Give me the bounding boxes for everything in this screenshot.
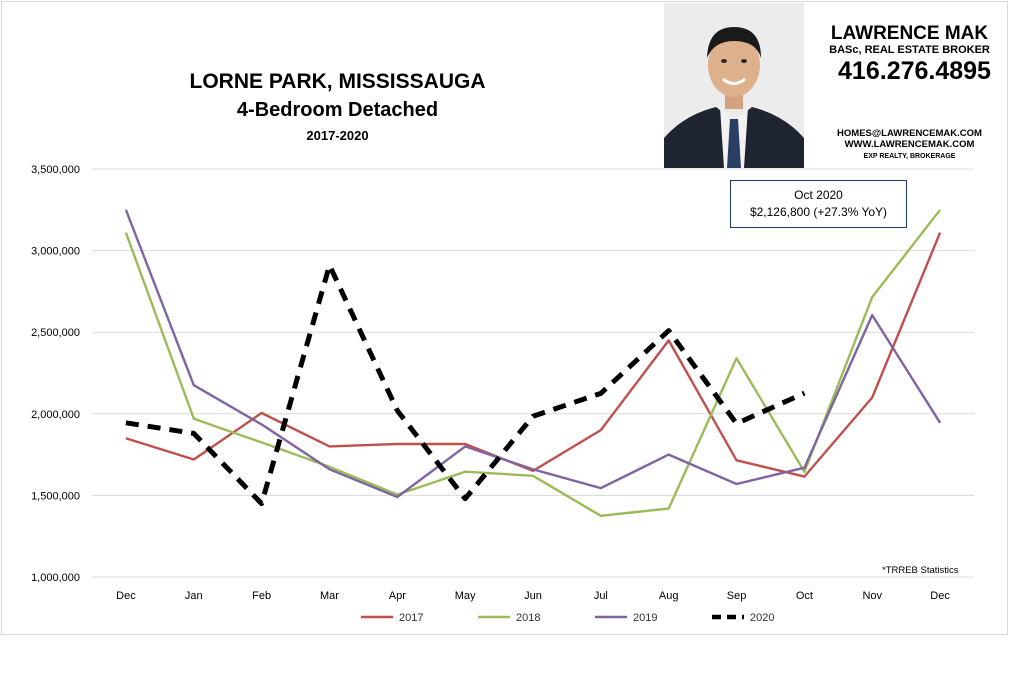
legend-label-2020: 2020 (750, 612, 774, 624)
x-tick-label: May (455, 590, 476, 602)
series-line-2020 (125, 262, 806, 507)
chart-years: 2017-2020 (306, 128, 369, 143)
series-line-2018 (124, 209, 942, 517)
x-tick-label: Jul (594, 590, 608, 602)
legend-label-2017: 2017 (399, 612, 423, 624)
y-axis-ticks: 1,000,000 1,500,000 2,000,000 2,500,000 3,00… (31, 164, 80, 584)
x-tick-label: Dec (116, 590, 136, 602)
agent-phone: 416.276.4895 (838, 57, 991, 85)
x-tick-label: Mar (320, 590, 339, 602)
x-tick-label: Aug (659, 590, 679, 602)
source-note: *TRREB Statistics (882, 565, 959, 576)
chart-frame (1, 1, 1008, 635)
agent-photo (664, 3, 804, 168)
x-axis-ticks: Dec Jan Feb Mar Apr May Jun Jul Aug Sep Oct Nov Dec (116, 590, 950, 602)
series-lines (124, 209, 942, 517)
legend-label-2018: 2018 (516, 612, 540, 624)
y-tick-label: 3,500,000 (31, 164, 80, 176)
agent-brokerage: EXP REALTY, BROKERAGE (863, 153, 956, 160)
y-tick-label: 2,000,000 (31, 409, 80, 421)
y-tick-label: 3,000,000 (31, 246, 80, 258)
y-tick-label: 1,000,000 (31, 572, 80, 584)
chart-title: LORNE PARK, MISSISSAUGA (189, 70, 486, 93)
series-line-2019 (124, 209, 942, 499)
y-tick-label: 1,500,000 (31, 490, 80, 502)
x-tick-label: Feb (252, 590, 271, 602)
chart-subtitle: 4-Bedroom Detached (236, 99, 439, 121)
x-tick-label: Oct (796, 590, 813, 602)
agent-website: WWW.LAWRENCEMAK.COM (844, 139, 975, 150)
x-tick-label: Apr (389, 590, 406, 602)
x-tick-label: Dec (930, 590, 950, 602)
x-tick-label: Nov (862, 590, 882, 602)
callout-value: $2,126,800 (+27.3% YoY) (749, 205, 888, 219)
agent-name: LAWRENCE MAK (830, 23, 989, 44)
agent-email: HOMES@LAWRENCEMAK.COM (837, 128, 982, 139)
legend-label-2019: 2019 (633, 612, 657, 624)
x-tick-label: Jan (185, 590, 203, 602)
callout-date: Oct 2020 (794, 188, 843, 202)
x-tick-label: Jun (524, 590, 542, 602)
agent-portrait-image (664, 3, 804, 168)
agent-credentials: BASc, REAL ESTATE BROKER (829, 44, 990, 56)
callout-box: Oct 2020 $2,126,800 (+27.3% YoY) (730, 180, 907, 228)
y-tick-label: 2,500,000 (31, 327, 80, 339)
x-tick-label: Sep (727, 590, 747, 602)
series-line-2017 (125, 232, 942, 478)
legend: 2017 2018 2019 2020 (361, 612, 774, 624)
